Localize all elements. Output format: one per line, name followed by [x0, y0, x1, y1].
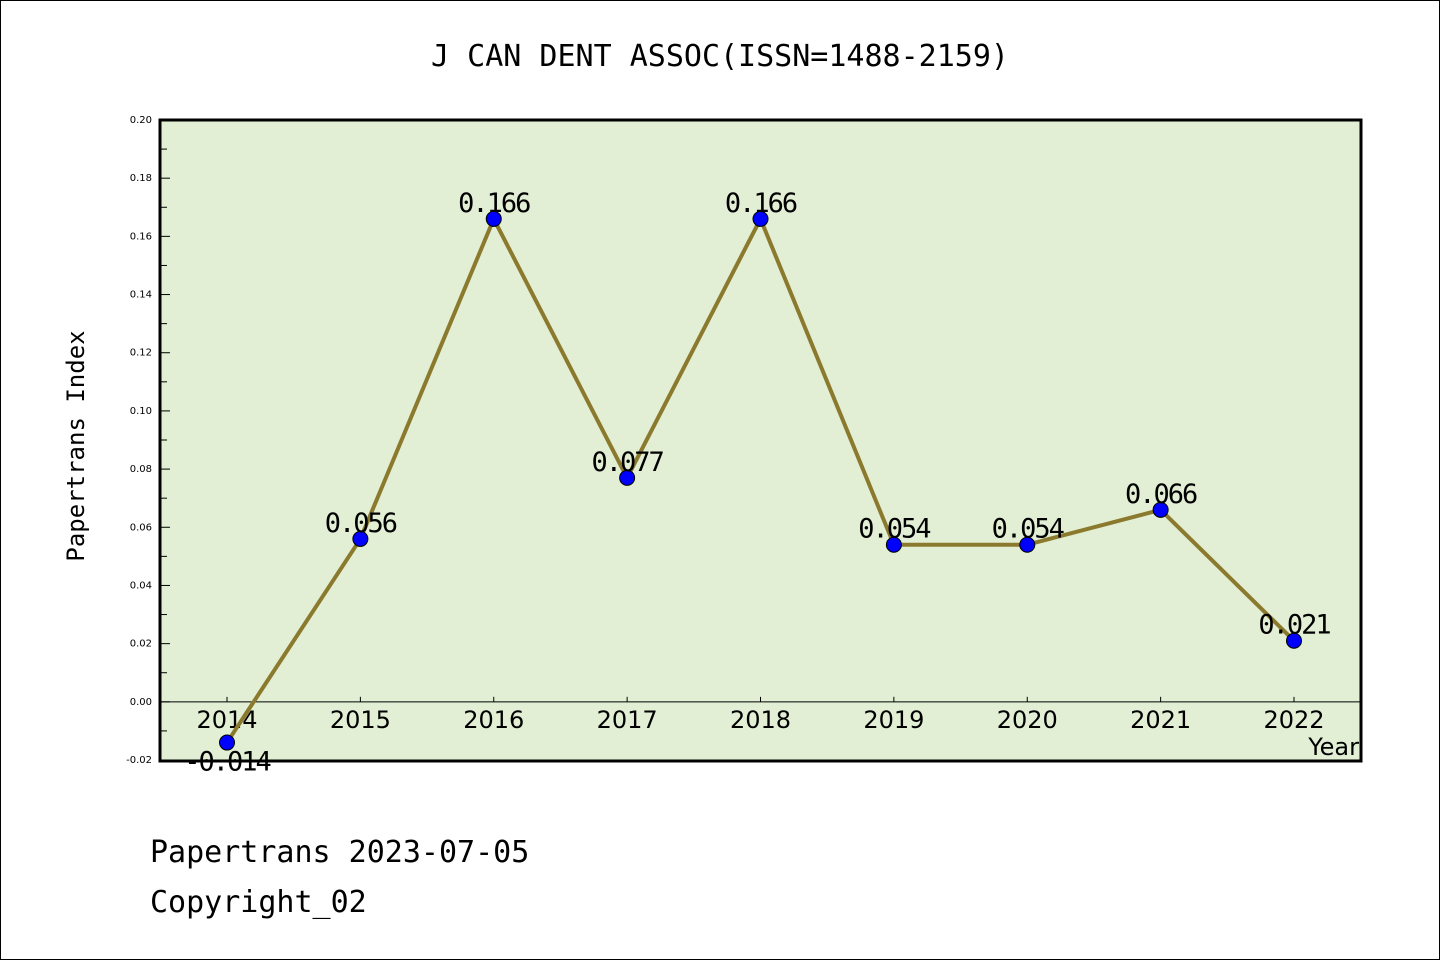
data-point	[1019, 536, 1036, 553]
data-point	[1286, 632, 1302, 649]
data-point	[1152, 501, 1169, 518]
data-label: 0.166	[458, 188, 530, 219]
data-point	[219, 734, 235, 751]
x-tick-label: 2022	[1263, 706, 1324, 734]
x-tick-label: 2021	[1130, 706, 1191, 734]
y-tick-label: 0.06	[130, 522, 152, 533]
x-tick-label: 2017	[597, 706, 658, 734]
x-axis-label: Year	[1307, 733, 1359, 761]
y-tick-label: 0.08	[130, 464, 152, 475]
data-label: 0.056	[325, 508, 397, 539]
data-label: 0.054	[992, 514, 1064, 545]
y-tick-label: 0.02	[130, 639, 152, 650]
data-point	[619, 469, 636, 486]
y-tick-label: 0.16	[130, 231, 152, 242]
y-tick-label: 0.18	[130, 173, 152, 184]
y-tick-label: 0.04	[130, 580, 152, 591]
chart-title: J CAN DENT ASSOC(ISSN=1488-2159)	[431, 39, 1009, 74]
data-label: 0.021	[1258, 610, 1330, 641]
y-tick-label: 0.10	[130, 406, 152, 417]
x-tick-label: 2018	[730, 706, 791, 734]
x-tick-label: 2015	[330, 706, 391, 734]
y-tick-label: -0.02	[126, 755, 152, 766]
data-point	[485, 210, 502, 227]
data-point	[885, 536, 902, 553]
y-tick-label: 0.12	[130, 348, 152, 359]
data-point	[352, 530, 369, 547]
y-tick-label: 0.14	[130, 290, 152, 301]
data-point	[752, 210, 769, 227]
data-label: 0.066	[1125, 479, 1197, 510]
data-label: 0.054	[858, 514, 930, 545]
footer-copyright: Copyright_02	[150, 885, 367, 920]
x-tick-label: 2019	[863, 706, 924, 734]
plot-border	[158, 118, 1363, 763]
x-tick-label: 2020	[997, 706, 1058, 734]
y-tick-label: 0.00	[130, 697, 152, 708]
data-label: 0.077	[591, 447, 663, 478]
y-tick-label: 0.20	[130, 115, 152, 126]
footer-date: Papertrans 2023-07-05	[150, 835, 530, 870]
data-label: 0.166	[725, 188, 797, 219]
y-axis-label: Papertrans Index	[62, 330, 90, 561]
x-tick-label: 2016	[463, 706, 524, 734]
